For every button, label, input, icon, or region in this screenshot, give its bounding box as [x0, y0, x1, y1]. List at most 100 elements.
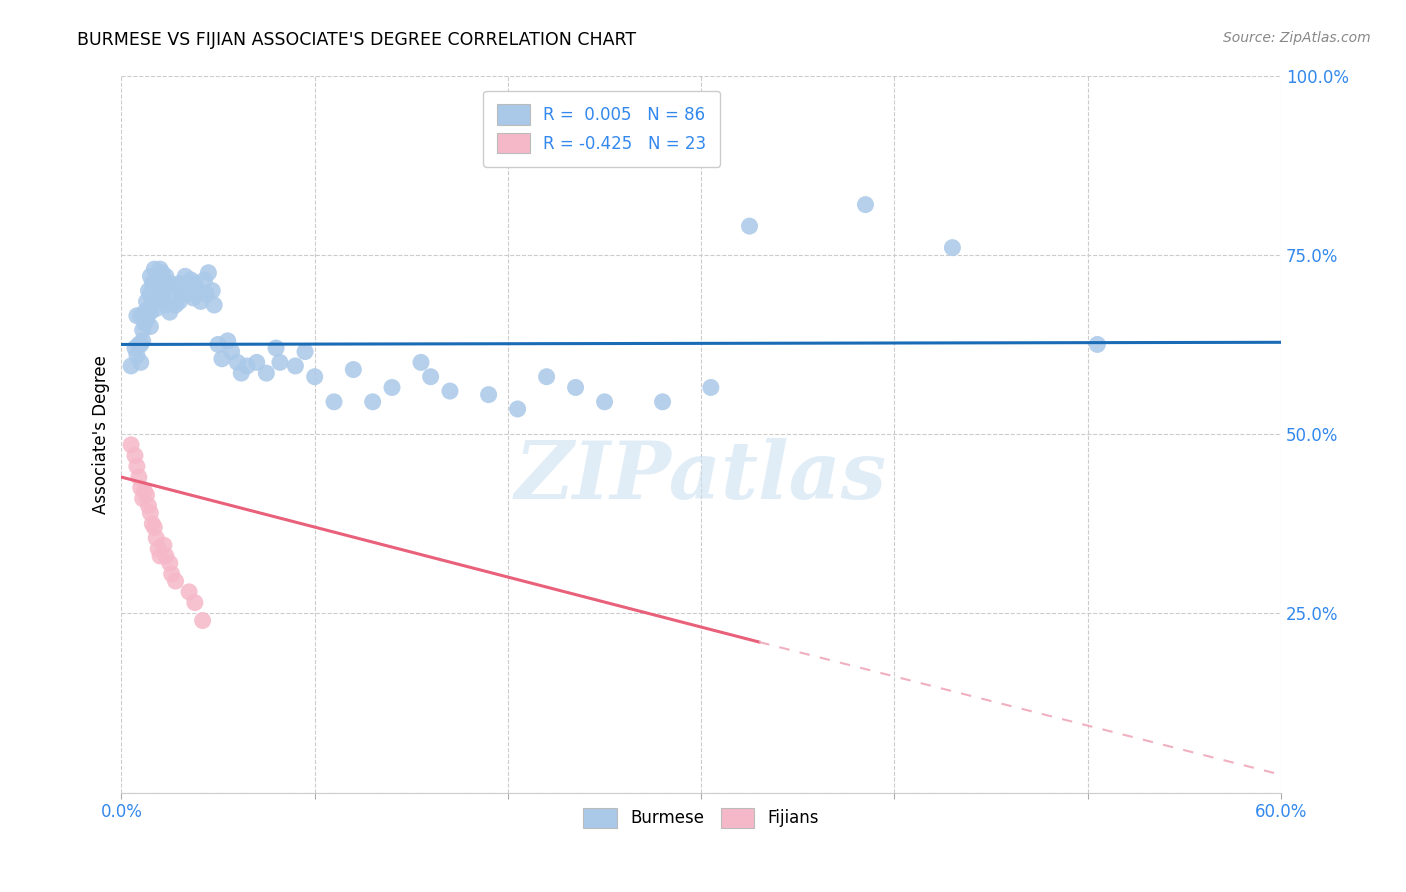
Point [700, 380, 723, 394]
Point [149, 262, 172, 277]
Point [153, 273, 176, 287]
Point [190, 294, 212, 309]
Point [134, 484, 156, 499]
Point [294, 344, 316, 359]
Point [269, 355, 291, 369]
Point [131, 334, 153, 348]
Point [146, 541, 169, 556]
Point [129, 481, 152, 495]
Point [184, 596, 207, 610]
Point [564, 380, 586, 394]
Point [135, 312, 157, 326]
Point [342, 362, 364, 376]
Point [128, 337, 150, 351]
Point [128, 470, 150, 484]
Point [149, 549, 172, 563]
Point [941, 241, 963, 255]
Point [231, 366, 253, 380]
Point [159, 277, 181, 291]
Point [145, 531, 167, 545]
Point [162, 280, 184, 294]
Point [159, 305, 181, 319]
Point [134, 305, 156, 319]
Point [221, 344, 243, 359]
Point [145, 287, 167, 301]
Point [139, 506, 162, 520]
Text: Source: ZipAtlas.com: Source: ZipAtlas.com [1223, 31, 1371, 45]
Point [217, 334, 239, 348]
Point [160, 566, 183, 581]
Point [146, 291, 169, 305]
Point [202, 298, 225, 312]
Point [131, 491, 153, 506]
Point [155, 549, 177, 563]
Point [138, 284, 160, 298]
Point [141, 277, 163, 291]
Y-axis label: Associate's Degree: Associate's Degree [93, 355, 110, 514]
Point [165, 298, 187, 312]
Point [236, 359, 259, 373]
Point [172, 284, 194, 298]
Point [1085, 337, 1108, 351]
Point [177, 585, 200, 599]
Point [191, 614, 214, 628]
Point [125, 309, 148, 323]
Point [160, 291, 183, 305]
Point [131, 323, 153, 337]
Point [478, 387, 501, 401]
Point [125, 459, 148, 474]
Point [159, 556, 181, 570]
Point [284, 359, 307, 373]
Point [150, 266, 173, 280]
Point [153, 538, 176, 552]
Text: ZIPatlas: ZIPatlas [515, 438, 887, 516]
Point [149, 280, 172, 294]
Point [153, 294, 176, 309]
Point [409, 355, 432, 369]
Point [195, 287, 218, 301]
Point [169, 277, 191, 291]
Point [536, 369, 558, 384]
Legend: Burmese, Fijians: Burmese, Fijians [576, 801, 825, 835]
Point [129, 355, 152, 369]
Point [361, 394, 384, 409]
Point [201, 284, 224, 298]
Point [169, 294, 191, 309]
Point [155, 269, 177, 284]
Point [506, 402, 529, 417]
Point [439, 384, 461, 398]
Point [176, 287, 198, 301]
Point [138, 499, 160, 513]
Point [138, 301, 160, 316]
Point [141, 516, 163, 531]
Point [145, 301, 167, 316]
Point [139, 269, 162, 284]
Point [129, 337, 152, 351]
Point [855, 197, 877, 211]
Point [187, 284, 209, 298]
Point [141, 291, 163, 305]
Point [180, 273, 202, 287]
Point [143, 277, 166, 291]
Point [304, 369, 326, 384]
Point [150, 287, 173, 301]
Point [419, 369, 441, 384]
Point [146, 273, 169, 287]
Point [323, 394, 346, 409]
Point [139, 319, 162, 334]
Point [124, 341, 146, 355]
Point [593, 394, 616, 409]
Point [120, 359, 142, 373]
Point [738, 219, 761, 233]
Point [134, 316, 156, 330]
Point [211, 351, 233, 366]
Point [124, 449, 146, 463]
Point [207, 337, 229, 351]
Point [197, 266, 219, 280]
Point [264, 341, 287, 355]
Point [125, 348, 148, 362]
Point [181, 291, 204, 305]
Point [143, 520, 166, 534]
Point [165, 574, 187, 588]
Point [135, 488, 157, 502]
